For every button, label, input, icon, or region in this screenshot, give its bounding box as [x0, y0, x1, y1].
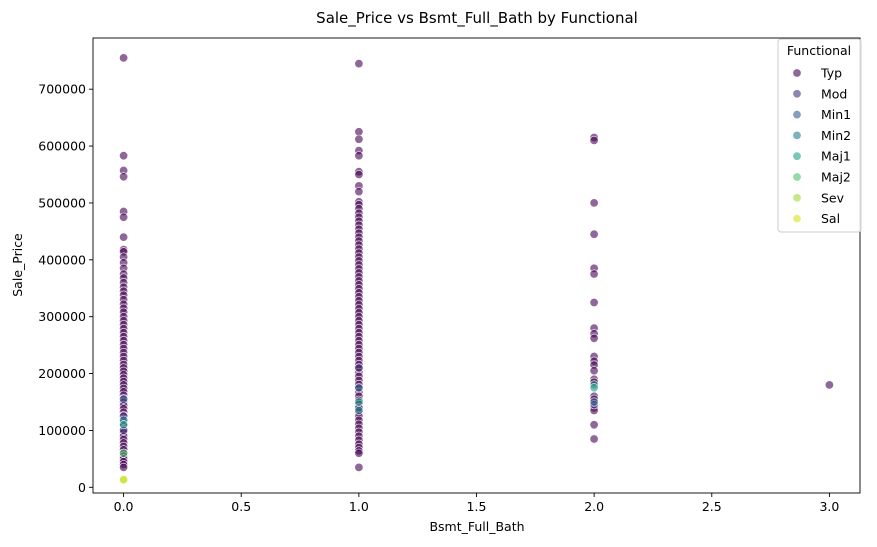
legend-label-min2: Min2	[821, 128, 851, 143]
data-point-typ	[119, 53, 129, 63]
legend-marker-min2	[792, 130, 802, 140]
data-point-typ	[119, 172, 129, 182]
legend-items: Typ Mod Min1 Min2 Maj1 Maj2 Sev Sal	[792, 66, 851, 226]
y-axis-title: Sale_Price	[10, 233, 25, 297]
data-point-maj1	[354, 397, 364, 407]
legend-label-typ: Typ	[820, 66, 842, 81]
data-point-typ	[589, 366, 599, 376]
data-point-typ	[824, 380, 834, 390]
legend: Functional Typ Mod Min1 Min2 Maj1 Maj2 Sev Sal	[777, 38, 862, 233]
y-axis: 0 100000 200000 300000 400000 500000 600000 700…	[38, 82, 93, 495]
data-point-min1	[354, 383, 364, 393]
x-tick-label: 3.0	[819, 499, 839, 514]
data-point-typ	[589, 434, 599, 444]
legend-label-mod: Mod	[821, 86, 847, 101]
data-point-typ	[354, 134, 364, 144]
x-axis-title: Bsmt_Full_Bath	[429, 519, 524, 534]
data-point-typ	[589, 297, 599, 307]
data-point-typ	[589, 198, 599, 208]
y-tick-label: 500000	[38, 195, 86, 210]
legend-marker-maj2	[792, 172, 802, 182]
chart-title: Sale_Price vs Bsmt_Full_Bath by Function…	[316, 9, 638, 28]
y-tick-label: 700000	[38, 82, 86, 97]
data-point-typ	[589, 420, 599, 430]
legend-marker-typ	[792, 68, 802, 78]
data-point-typ	[589, 333, 599, 343]
y-tick-label: 400000	[38, 252, 86, 267]
data-point-typ	[354, 151, 364, 161]
x-tick-label: 2.5	[702, 499, 722, 514]
data-point-typ	[589, 135, 599, 145]
legend-label-maj1: Maj1	[821, 149, 851, 164]
legend-marker-sev	[792, 193, 802, 203]
x-tick-label: 1.5	[467, 499, 487, 514]
data-point-typ	[354, 462, 364, 472]
y-tick-label: 0	[78, 480, 86, 495]
x-tick-label: 0.0	[114, 499, 134, 514]
data-point-mod	[354, 363, 364, 373]
y-tick-label: 200000	[38, 366, 86, 381]
legend-title: Functional	[787, 43, 851, 58]
legend-marker-mod	[792, 89, 802, 99]
y-tick-label: 300000	[38, 309, 86, 324]
data-point-maj2	[119, 448, 129, 458]
legend-label-sev: Sev	[821, 190, 845, 205]
legend-label-min1: Min1	[821, 107, 851, 122]
data-point-typ	[589, 229, 599, 239]
data-point-typ	[119, 151, 129, 161]
x-tick-label: 1.0	[349, 499, 369, 514]
data-point-typ	[119, 232, 129, 242]
data-point-typ	[119, 462, 129, 472]
data-point-maj1	[119, 420, 129, 430]
data-point-typ	[119, 212, 129, 222]
legend-label-sal: Sal	[821, 211, 840, 226]
data-point-min2	[354, 405, 364, 415]
x-tick-label: 0.5	[231, 499, 251, 514]
x-axis: 0.0 0.5 1.0 1.5 2.0 2.5 3.0	[114, 493, 839, 514]
data-point-maj1	[589, 383, 599, 393]
data-point-typ	[354, 170, 364, 180]
data-point-sal	[119, 475, 129, 485]
data-point-typ	[589, 269, 599, 279]
legend-marker-maj1	[792, 151, 802, 161]
data-point-min1	[119, 394, 129, 404]
y-tick-label: 600000	[38, 139, 86, 154]
points-layer	[119, 53, 834, 485]
data-point-typ	[354, 187, 364, 197]
legend-marker-min1	[792, 110, 802, 120]
y-tick-label: 100000	[38, 423, 86, 438]
legend-label-maj2: Maj2	[821, 170, 851, 185]
data-point-typ	[354, 448, 364, 458]
data-point-min1	[589, 397, 599, 407]
x-tick-label: 2.0	[584, 499, 604, 514]
legend-marker-sal	[792, 214, 802, 224]
data-point-typ	[354, 59, 364, 69]
legend-box	[777, 38, 862, 233]
